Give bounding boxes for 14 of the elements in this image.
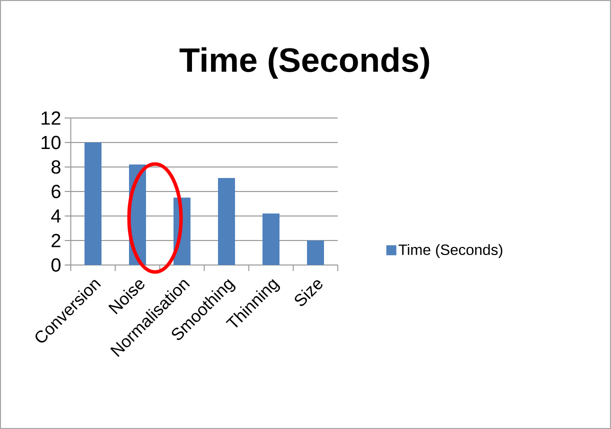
bar (307, 240, 324, 265)
y-tick-label: 8 (52, 160, 60, 174)
y-tick-label: 4 (51, 209, 61, 223)
bar (84, 142, 102, 265)
bar (218, 178, 236, 265)
y-tick-label: 12 (42, 111, 60, 125)
bar (262, 214, 280, 265)
y-tick-label: 10 (42, 136, 60, 150)
x-tick-label: Size (294, 280, 322, 306)
y-tick-label: 6 (52, 184, 60, 198)
legend-label: Time (Seconds) (398, 244, 502, 258)
y-tick-label: 0 (51, 258, 60, 272)
chart-title: Time (Seconds) (180, 47, 430, 79)
y-tick-label: 2 (52, 234, 60, 248)
